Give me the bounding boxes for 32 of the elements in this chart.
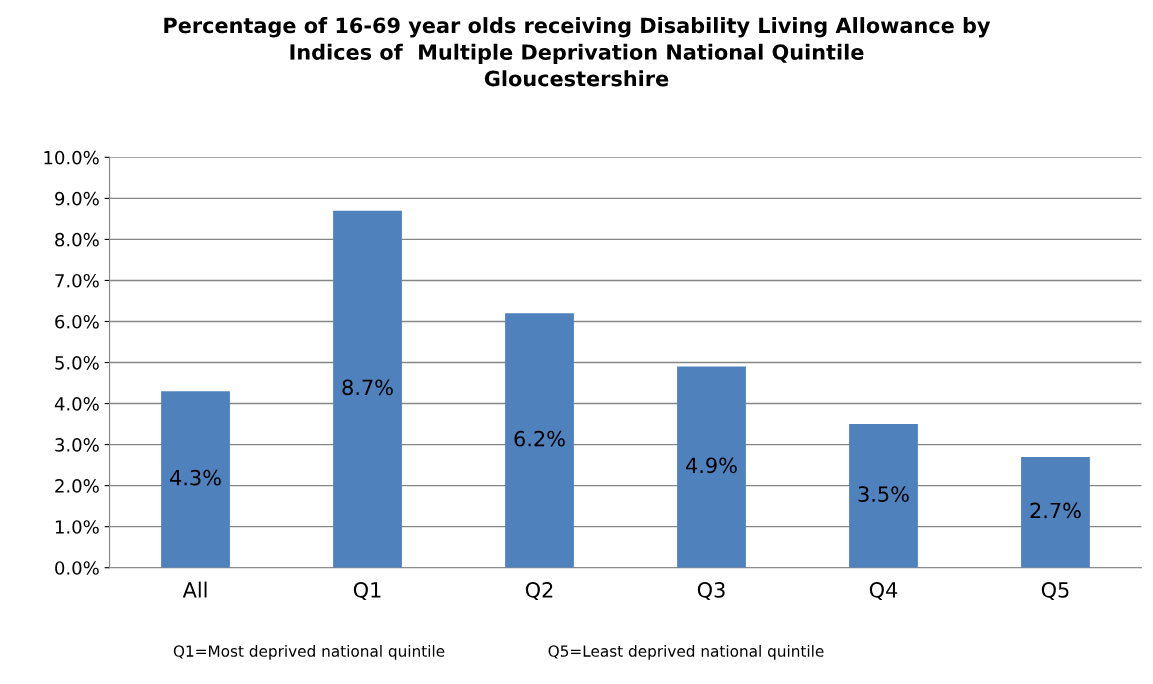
x-tick-label: Q2 — [525, 581, 553, 601]
text: Q1=Most deprived national quintile — [173, 645, 445, 660]
chart-title: Percentage of 16-69 year olds receiving Disability Living Allowance by Indices of Multiple Deprivation National Quintile Gloucestershire — [164, 17, 991, 87]
x-tick-label: Q3 — [697, 581, 725, 601]
y-tick-label: 7.0% — [55, 273, 99, 288]
bar — [161, 391, 230, 568]
data-label: 4.3% — [170, 469, 221, 486]
y-tick-label: 10.0% — [44, 150, 99, 165]
y-tick-label: 1.0% — [55, 520, 99, 534]
y-tick-label: 6.0% — [55, 314, 99, 329]
data-label: 6.2% — [514, 430, 565, 447]
y-tick-label: 2.0% — [55, 479, 99, 493]
y-tick-label: 4.0% — [54, 397, 99, 411]
data-label: 4.9% — [686, 457, 737, 474]
bar — [333, 210, 402, 568]
bar — [1021, 456, 1090, 568]
data-label: 3.5% — [858, 486, 909, 502]
y-tick-label: 8.0% — [55, 232, 99, 247]
y-tick-label: 0.0% — [55, 561, 99, 575]
data-label: 8.7% — [342, 379, 393, 396]
y-tick-label: 3.0% — [55, 438, 99, 452]
y-tick-label: 9.0% — [55, 191, 99, 206]
text: Q5=Least deprived national quintile — [548, 645, 824, 660]
data-label: 2.7% — [1030, 502, 1081, 519]
x-tick-label: All — [182, 581, 207, 598]
bar — [505, 313, 574, 568]
bar — [849, 424, 918, 568]
y-tick-label: 5.0% — [55, 355, 99, 370]
x-tick-label: Q4 — [869, 581, 898, 601]
x-tick-label: Q1 — [353, 581, 381, 601]
bar — [677, 366, 746, 568]
x-tick-label: Q5 — [1041, 581, 1069, 601]
